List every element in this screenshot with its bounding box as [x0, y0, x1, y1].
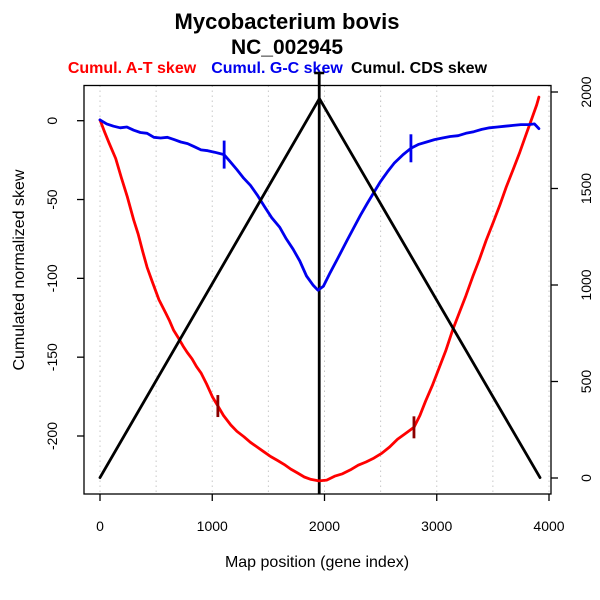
y-left-tick-label: -100: [44, 264, 60, 292]
chart-subtitle: NC_002945: [230, 36, 344, 59]
x-axis-label: Map position (gene index): [224, 554, 410, 571]
x-tick-label: 4000: [533, 518, 564, 534]
y-right-tick-label: 1500: [578, 173, 594, 204]
legend-item-at-skew: Cumul. A-T skew: [67, 60, 197, 77]
legend-item-gc-skew: Cumul. G-C skew: [211, 60, 343, 77]
x-tick-label: 2000: [309, 518, 340, 534]
curve-0: [98, 95, 541, 483]
chart-title: Mycobacterium bovis: [174, 9, 400, 34]
y-right-tick-label: 0: [578, 474, 594, 482]
y-right-tick-label: 2000: [578, 76, 594, 107]
x-tick-label: 3000: [421, 518, 452, 534]
y-right-tick-label: 1000: [578, 269, 594, 300]
y-left-tick-label: -50: [44, 189, 60, 209]
legend-item-cds-skew: Cumul. CDS skew: [350, 60, 488, 77]
y-left-tick-label: -150: [44, 343, 60, 371]
curve-1: [98, 118, 541, 292]
x-tick-label: 0: [96, 518, 104, 534]
y-left-tick-label: -200: [44, 422, 60, 450]
y-left-tick-label: 0: [44, 117, 60, 125]
y-right-tick-label: 500: [578, 370, 594, 394]
curve-2: [98, 97, 542, 480]
plot-border: [83, 84, 552, 495]
x-tick-label: 1000: [197, 518, 228, 534]
